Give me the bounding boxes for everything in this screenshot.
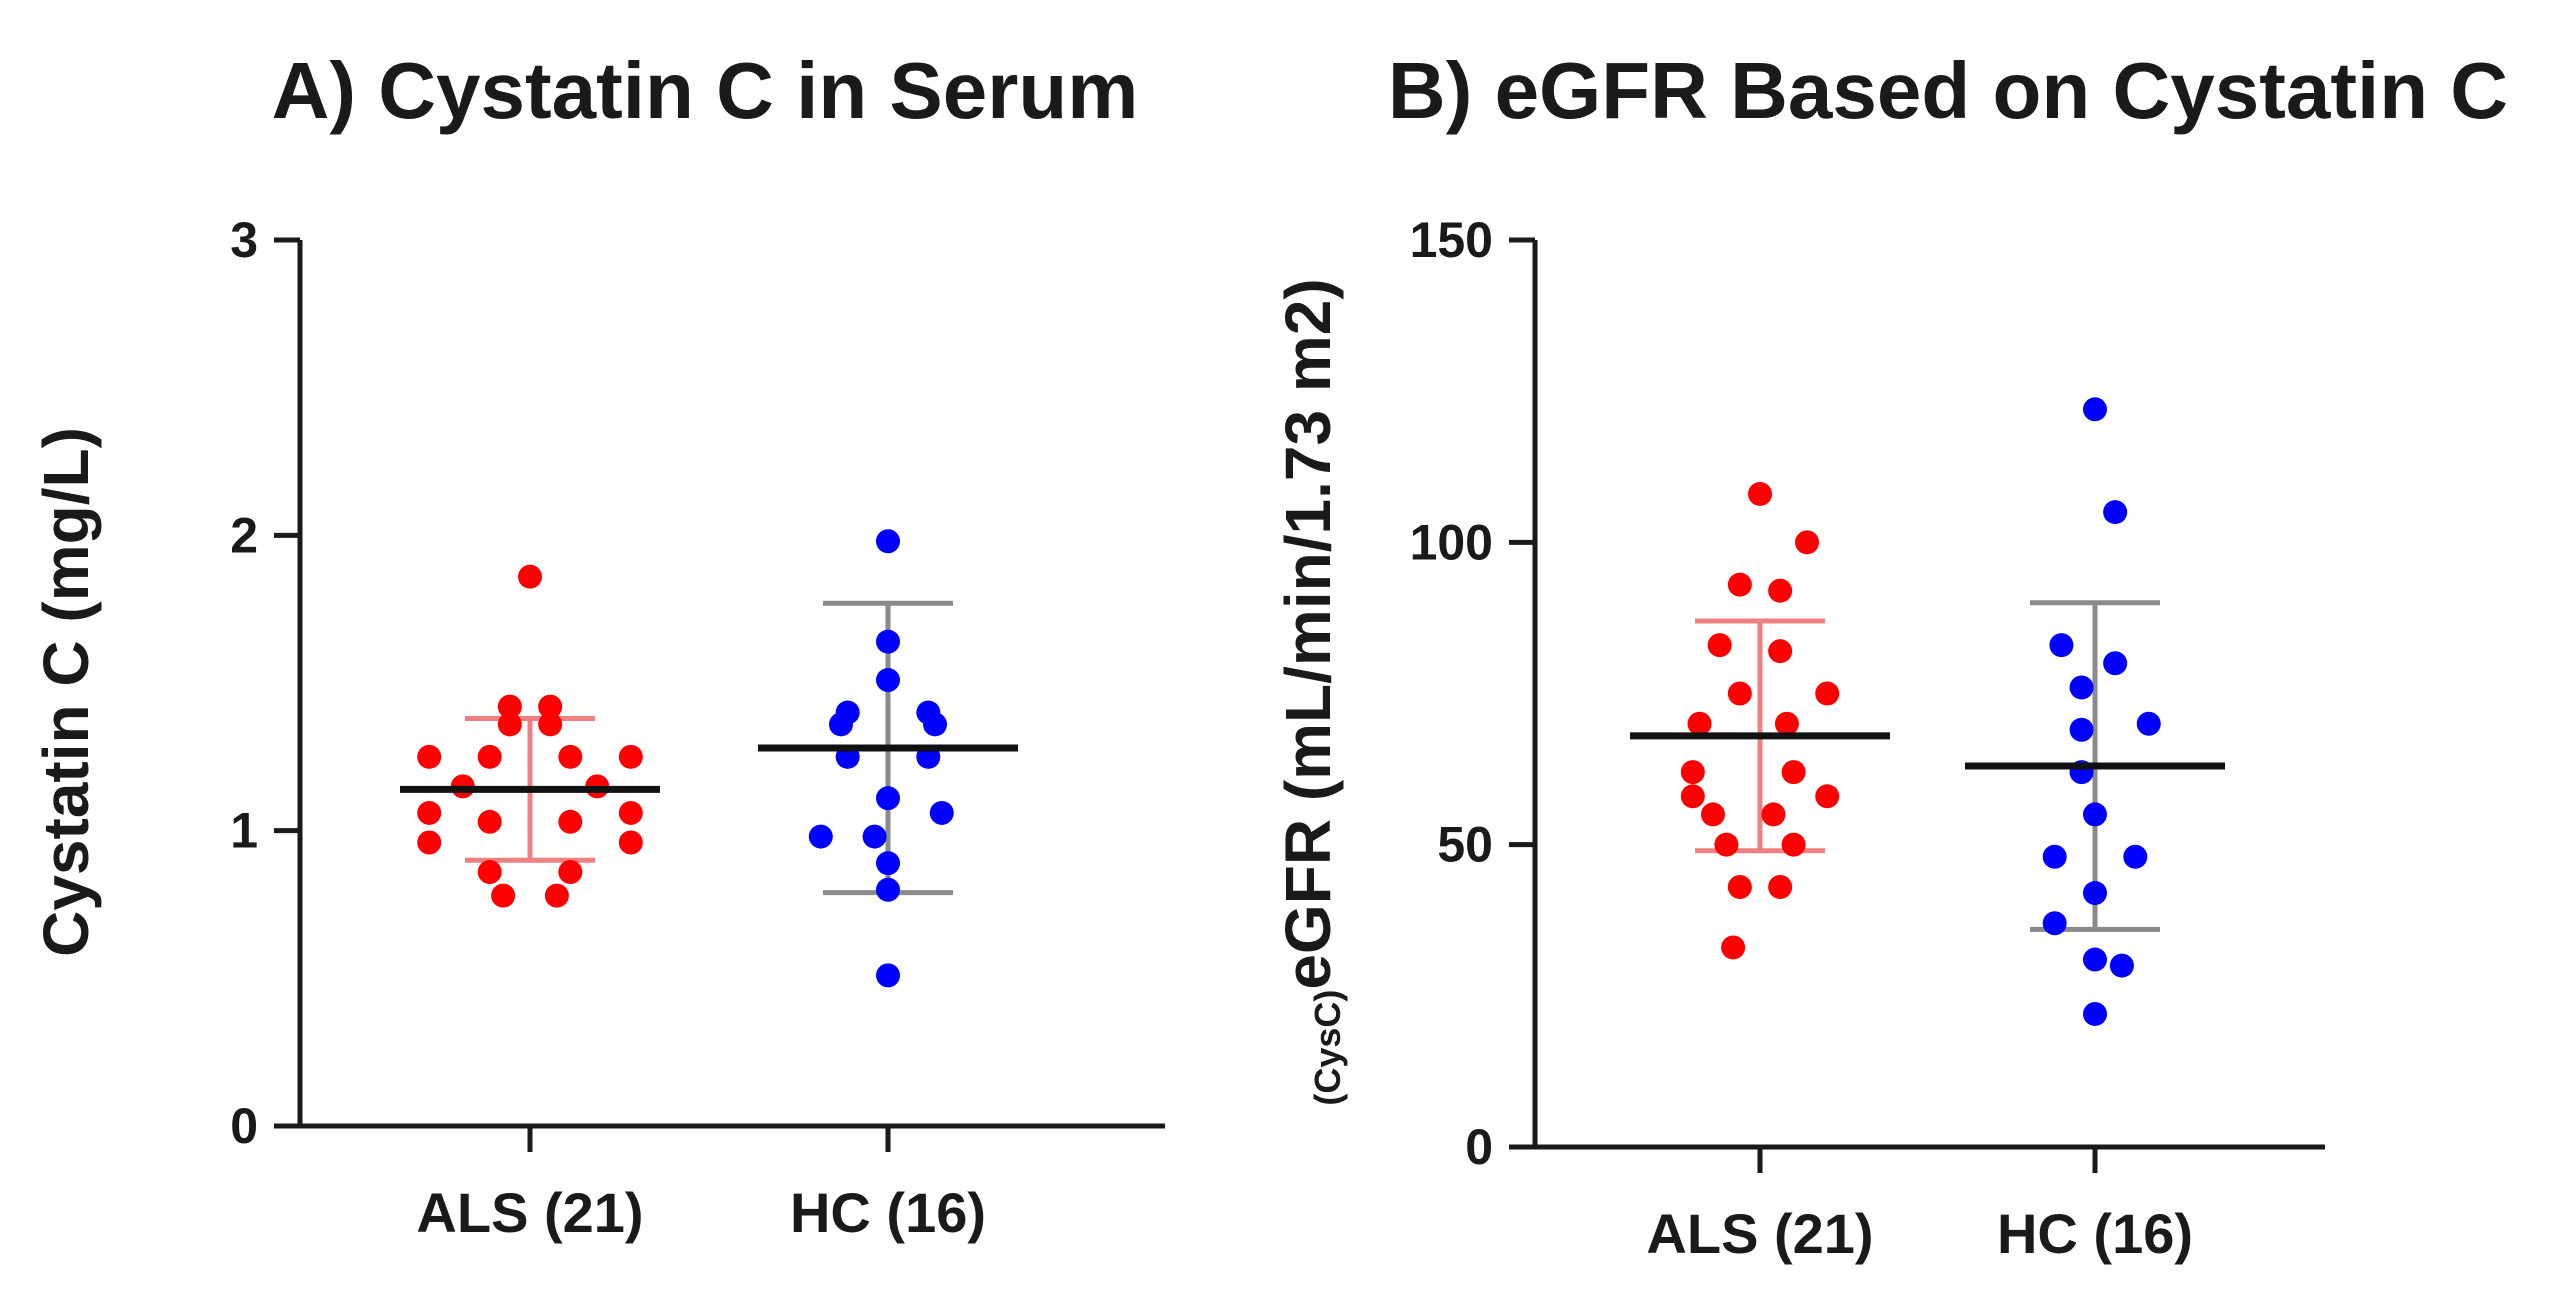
panel-b-y-tick-label: 50 [1437,817,1493,873]
panel-a-x-category-label: HC (16) [790,1181,986,1244]
panel-b-y-axis-label-subscript: (CysC) [1307,990,1348,1106]
panel-b-data-point [1680,784,1705,809]
panel-b-axes: 0 50 100 150 ALS (21) HC (16) [1410,212,2325,1265]
panel-b-data-point [2103,500,2128,525]
panel-b-data-point [1700,802,1725,827]
panel-a-axes: 0 1 2 3 ALS (21) HC (16) [230,212,1165,1244]
panel-a-title: A) Cystatin C in Serum [272,46,1139,135]
panel-b-title: B) eGFR Based on Cystatin C [1388,46,2508,135]
panel-b-data-point [2103,651,2128,676]
panel-b-data-point [1687,711,1712,736]
panel-a-data-point [618,800,643,825]
panel-b-data-point [1727,874,1752,899]
panel-b-data-point [1768,639,1793,664]
panel-a-data-point [876,786,900,811]
panel-a-data-point [618,830,643,855]
panel-b-data-point [2083,947,2107,972]
panel-a-series-hc [758,529,1018,988]
panel-b-data-point [1707,633,1732,658]
panel-a-data-point [417,830,442,855]
panel-a-data-point [923,712,948,737]
panel-a-data-point [808,824,833,849]
panel-a-data-point [417,744,442,769]
panel-a-x-category-label: ALS (21) [416,1181,643,1244]
panel-a-y-tick-label: 2 [230,507,258,563]
panel-a-data-point [491,883,516,908]
panel-b-y-axis-label-group: (CysC)eGFR (mL/min/1.73 m2) [1272,278,1348,1105]
panel-b-data-point [2136,711,2161,736]
panel-b-data-point [2042,844,2067,869]
panel-a-series-als [400,564,660,908]
panel-b-y-tick-label: 0 [1465,1119,1493,1175]
panel-b-series-als [1630,481,1890,960]
panel-a-data-point [828,712,853,737]
panel-b-y-axis-label: (CysC)eGFR (mL/min/1.73 m2) [1272,278,1348,1105]
panel-a-data-point [538,694,563,719]
panel-a-y-axis-label: Cystatin C (mg/L) [30,427,102,957]
panel-a-data-point [558,860,583,885]
panel-b-data-point [2042,911,2067,936]
panel-a-data-point [618,744,643,769]
panel-a-data-point [497,712,522,737]
panel-a-y-tick-label: 3 [230,212,258,268]
panel-a-data-point [876,629,900,654]
panel-b-y-tick-label: 150 [1410,212,1493,268]
panel-b-data-point [1815,681,1840,706]
panel-a-data-point [477,860,502,885]
panel-a-data-point [518,564,542,589]
panel-a-data-point [876,529,900,554]
panel-b-data-point [2083,802,2107,827]
panel-b-data-point [1781,760,1806,785]
panel-a-y-tick-label: 1 [230,803,258,859]
panel-a-marks [400,529,1018,988]
panel-b-marks [1630,397,2225,1026]
panel-b-data-point [2049,633,2074,658]
panel-a: A) Cystatin C in Serum Cystatin C (mg/L)… [30,46,1165,1244]
panel-b-data-point [1727,681,1752,706]
panel-a-data-point [538,712,563,737]
panel-b-data-point [2083,397,2107,422]
panel-b: B) eGFR Based on Cystatin C (CysC)eGFR (… [1272,46,2508,1265]
panel-b-y-axis-label-main: eGFR (mL/min/1.73 m2) [1272,278,1344,989]
panel-b-data-point [1815,784,1840,809]
panel-b-data-point [1768,578,1793,603]
panel-a-data-point [876,851,900,876]
panel-b-data-point [1781,832,1806,857]
panel-b-x-category-label: ALS (21) [1646,1202,1873,1265]
panel-b-data-point [1714,832,1739,857]
panel-b-data-point [1768,874,1793,899]
panel-b-data-point [1748,481,1772,506]
panel-a-y-tick-label: 0 [230,1098,258,1154]
panel-a-data-point [477,744,502,769]
panel-b-data-point [1795,530,1820,555]
panel-b-series-hc [1965,397,2225,1026]
panel-a-data-point [497,694,522,719]
panel-a-data-point [929,800,954,825]
panel-b-data-point [1727,572,1752,597]
panel-a-data-point [544,883,569,908]
panel-a-data-point [558,744,583,769]
panel-b-data-point [1774,711,1799,736]
panel-a-data-point [876,668,900,693]
panel-b-data-point [2123,844,2148,869]
panel-b-data-point [1680,760,1705,785]
panel-a-data-point [876,877,900,902]
panel-b-data-point [2083,1001,2107,1026]
panel-b-x-category-label: HC (16) [1997,1202,2193,1265]
panel-b-data-point [2069,675,2094,700]
panel-b-data-point [2069,717,2094,742]
panel-a-data-point [876,963,900,988]
panel-b-data-point [1761,802,1786,827]
panel-a-data-point [862,824,887,849]
panel-a-data-point [558,809,583,834]
panel-b-data-point [1721,935,1746,960]
panel-b-data-point [2109,953,2134,978]
panel-b-y-tick-label: 100 [1410,514,1493,570]
panel-a-data-point [417,800,442,825]
panel-a-data-point [477,809,502,834]
panel-b-data-point [2083,881,2107,906]
